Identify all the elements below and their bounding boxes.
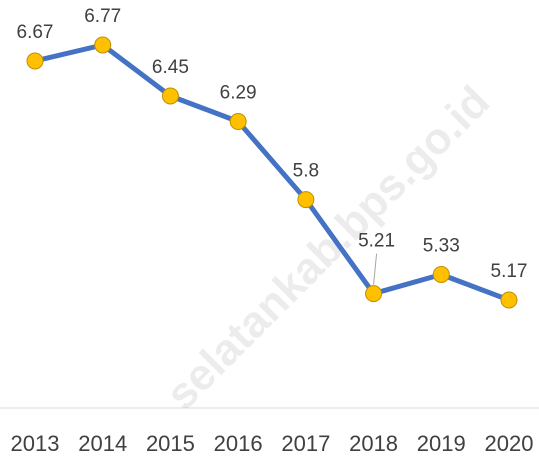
marker xyxy=(229,113,247,130)
leader-line xyxy=(373,253,378,285)
x-tick-label: 2015 xyxy=(146,431,195,456)
x-tick-label: 2016 xyxy=(214,431,263,456)
marker xyxy=(161,87,179,105)
marker xyxy=(365,285,383,303)
x-tick-label: 2014 xyxy=(78,431,127,456)
marker xyxy=(500,291,518,309)
data-label: 5.21 xyxy=(358,231,395,252)
marker xyxy=(432,266,450,283)
data-label: 6.67 xyxy=(17,22,54,43)
x-tick-label: 2017 xyxy=(281,431,330,456)
data-label: 5.33 xyxy=(423,236,460,257)
data-label: 5.8 xyxy=(293,161,319,182)
data-label: 6.77 xyxy=(84,6,121,27)
x-tick-label: 2018 xyxy=(349,431,398,456)
data-label: 6.45 xyxy=(152,57,189,78)
marker xyxy=(94,36,112,54)
x-tick-label: 2013 xyxy=(11,431,60,456)
series-line xyxy=(34,42,510,303)
marker xyxy=(26,52,44,70)
data-label: 5.17 xyxy=(491,261,528,282)
data-label: 6.29 xyxy=(220,83,257,104)
marker xyxy=(297,191,315,209)
x-tick-label: 2020 xyxy=(485,431,534,456)
x-tick-label: 2019 xyxy=(417,431,466,456)
